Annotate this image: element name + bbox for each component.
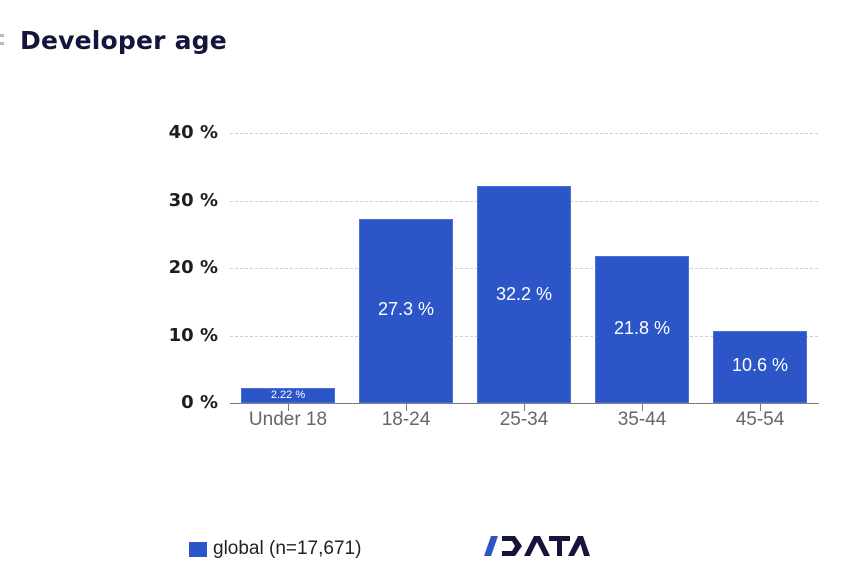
bar-value-label: 32.2 % bbox=[495, 284, 553, 304]
x-tick bbox=[642, 403, 643, 411]
bar-45-54[interactable]: 10.6 % bbox=[713, 331, 807, 403]
bar-18-24[interactable]: 27.3 % bbox=[359, 219, 453, 403]
bar-35-44[interactable]: 21.8 % bbox=[595, 256, 689, 403]
y-tick-label: 40 % bbox=[168, 122, 218, 143]
chart-title: Developer age bbox=[20, 26, 227, 55]
legend-swatch bbox=[189, 541, 207, 557]
bar-under-18[interactable]: 2.22 % bbox=[241, 388, 335, 403]
x-tick bbox=[288, 403, 289, 411]
gridline bbox=[230, 133, 818, 134]
bar-value-label: 2.22 % bbox=[270, 389, 306, 401]
y-tick-label: 20 % bbox=[168, 257, 218, 278]
x-tick bbox=[760, 403, 761, 411]
legend-label: global (n=17,671) bbox=[213, 538, 362, 559]
bar-value-label: 27.3 % bbox=[377, 299, 435, 319]
bar-25-34[interactable]: 32.2 % bbox=[477, 186, 571, 403]
x-tick-label: 35-44 bbox=[617, 409, 667, 430]
data-logo: /DATA bbox=[484, 536, 590, 556]
y-tick-label: 0 % bbox=[181, 392, 218, 413]
y-tick-label: 10 % bbox=[168, 325, 218, 346]
left-edge-marker bbox=[0, 34, 4, 54]
x-tick-label: Under 18 bbox=[248, 409, 328, 430]
x-tick-label: 25-34 bbox=[499, 409, 549, 430]
x-tick bbox=[524, 403, 525, 411]
x-tick bbox=[406, 403, 407, 411]
x-tick-label: 18-24 bbox=[381, 409, 431, 430]
x-tick-label: 45-54 bbox=[735, 409, 785, 430]
bar-value-label: 10.6 % bbox=[731, 355, 789, 375]
legend[interactable]: global (n=17,671) bbox=[189, 538, 361, 560]
y-tick-label: 30 % bbox=[168, 190, 218, 211]
bar-value-label: 21.8 % bbox=[613, 318, 671, 338]
